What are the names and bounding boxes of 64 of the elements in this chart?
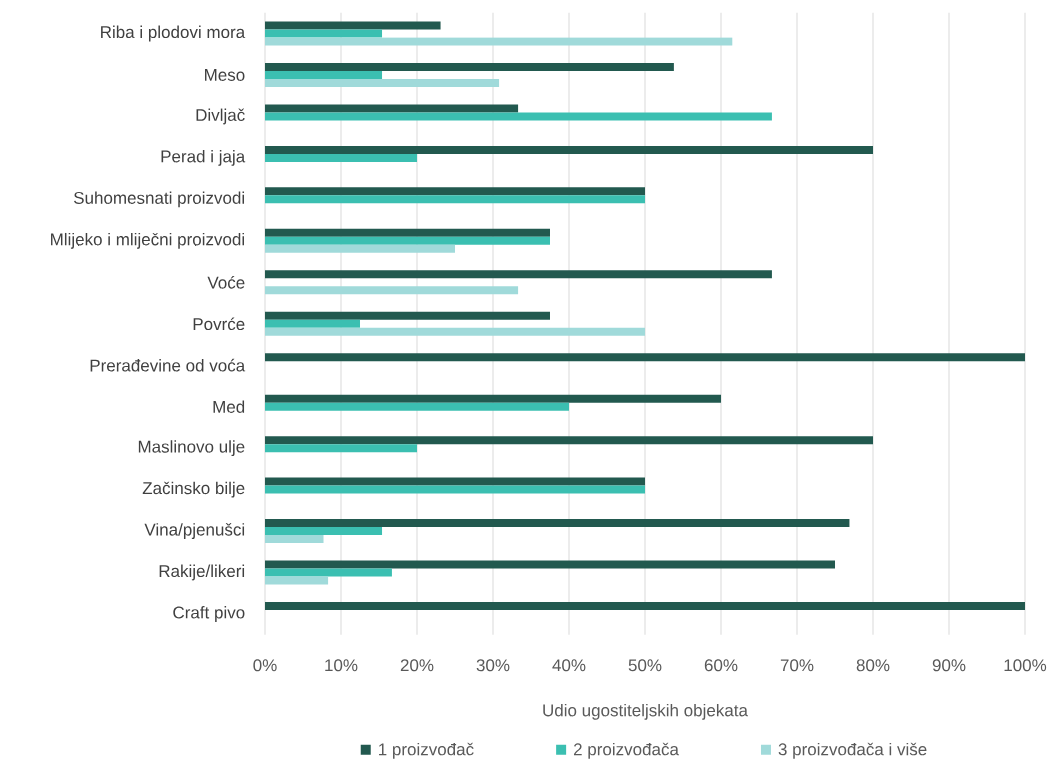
bar: [265, 485, 645, 494]
x-tick-label: 40%: [552, 659, 586, 672]
y-tick-label: Riba i plodovi mora: [101, 25, 246, 42]
bar: [265, 477, 645, 486]
bar: [265, 145, 874, 154]
bar: [265, 286, 519, 295]
x-tick-label: 0%: [253, 659, 277, 672]
bar: [265, 576, 329, 585]
bar: [265, 519, 850, 528]
bar: [265, 112, 772, 121]
x-tick-label: 90%: [932, 659, 966, 672]
y-tick-label: Perad i jaja: [161, 149, 246, 166]
x-axis-title: Udio ugostiteljskih objekata: [543, 703, 748, 720]
bar: [265, 311, 550, 320]
y-tick-label: Divljač: [196, 108, 245, 125]
bar: [265, 402, 569, 411]
legend-label: 1 proizvođač: [379, 742, 474, 759]
legend-label: 2 proizvođača: [573, 742, 679, 759]
bar: [265, 187, 645, 196]
bar: [265, 394, 721, 403]
y-tick-label: Prerađevine od voća: [90, 358, 246, 372]
x-tick-label: 70%: [780, 659, 814, 672]
y-tick-label: Craft pivo: [173, 606, 245, 622]
bar: [265, 560, 835, 569]
bar: [265, 29, 383, 38]
bar: [265, 236, 550, 245]
y-tick-label: Maslinovo ulje: [138, 440, 245, 457]
bar: [265, 78, 500, 87]
bar: [265, 444, 417, 453]
bar: [265, 319, 360, 328]
legend-label: 3 proizvođača i više: [778, 742, 927, 759]
bar: [265, 21, 441, 30]
bar: [265, 436, 874, 445]
x-tick-label: 80%: [856, 659, 890, 672]
y-tick-label: Začinsko bilje: [142, 481, 245, 498]
x-tick-label: 50%: [628, 659, 662, 672]
bar: [265, 62, 674, 71]
y-tick-label: Meso: [205, 69, 245, 81]
bar: [265, 568, 392, 577]
bar: [265, 527, 383, 536]
bar: [265, 270, 772, 279]
bar: [265, 535, 324, 544]
y-tick-label: Voće: [207, 275, 245, 289]
y-tick-label: Rakije/likeri: [159, 564, 245, 581]
bar: [265, 327, 645, 336]
x-tick-label: 30%: [476, 659, 510, 672]
bar: [265, 153, 417, 162]
bar: [265, 353, 1026, 362]
x-tick-label: 100%: [1004, 659, 1047, 672]
bar: [265, 195, 645, 204]
y-tick-label: Povrće: [193, 317, 245, 331]
bar: [265, 244, 455, 253]
y-tick-label: Suhomesnati proizvodi: [73, 191, 245, 208]
bar: [265, 601, 1026, 610]
bar: [265, 228, 550, 237]
bar: [265, 70, 383, 79]
bar: [265, 104, 519, 113]
bar: [265, 37, 733, 46]
x-tick-label: 10%: [325, 659, 358, 672]
y-tick-label: Med: [213, 400, 245, 413]
x-tick-label: 60%: [704, 659, 738, 672]
y-tick-label: Vina/pjenušci: [144, 523, 245, 539]
x-tick-label: 20%: [400, 659, 434, 672]
y-tick-label: Mlijeko i mliječni proizvodi: [51, 232, 244, 249]
